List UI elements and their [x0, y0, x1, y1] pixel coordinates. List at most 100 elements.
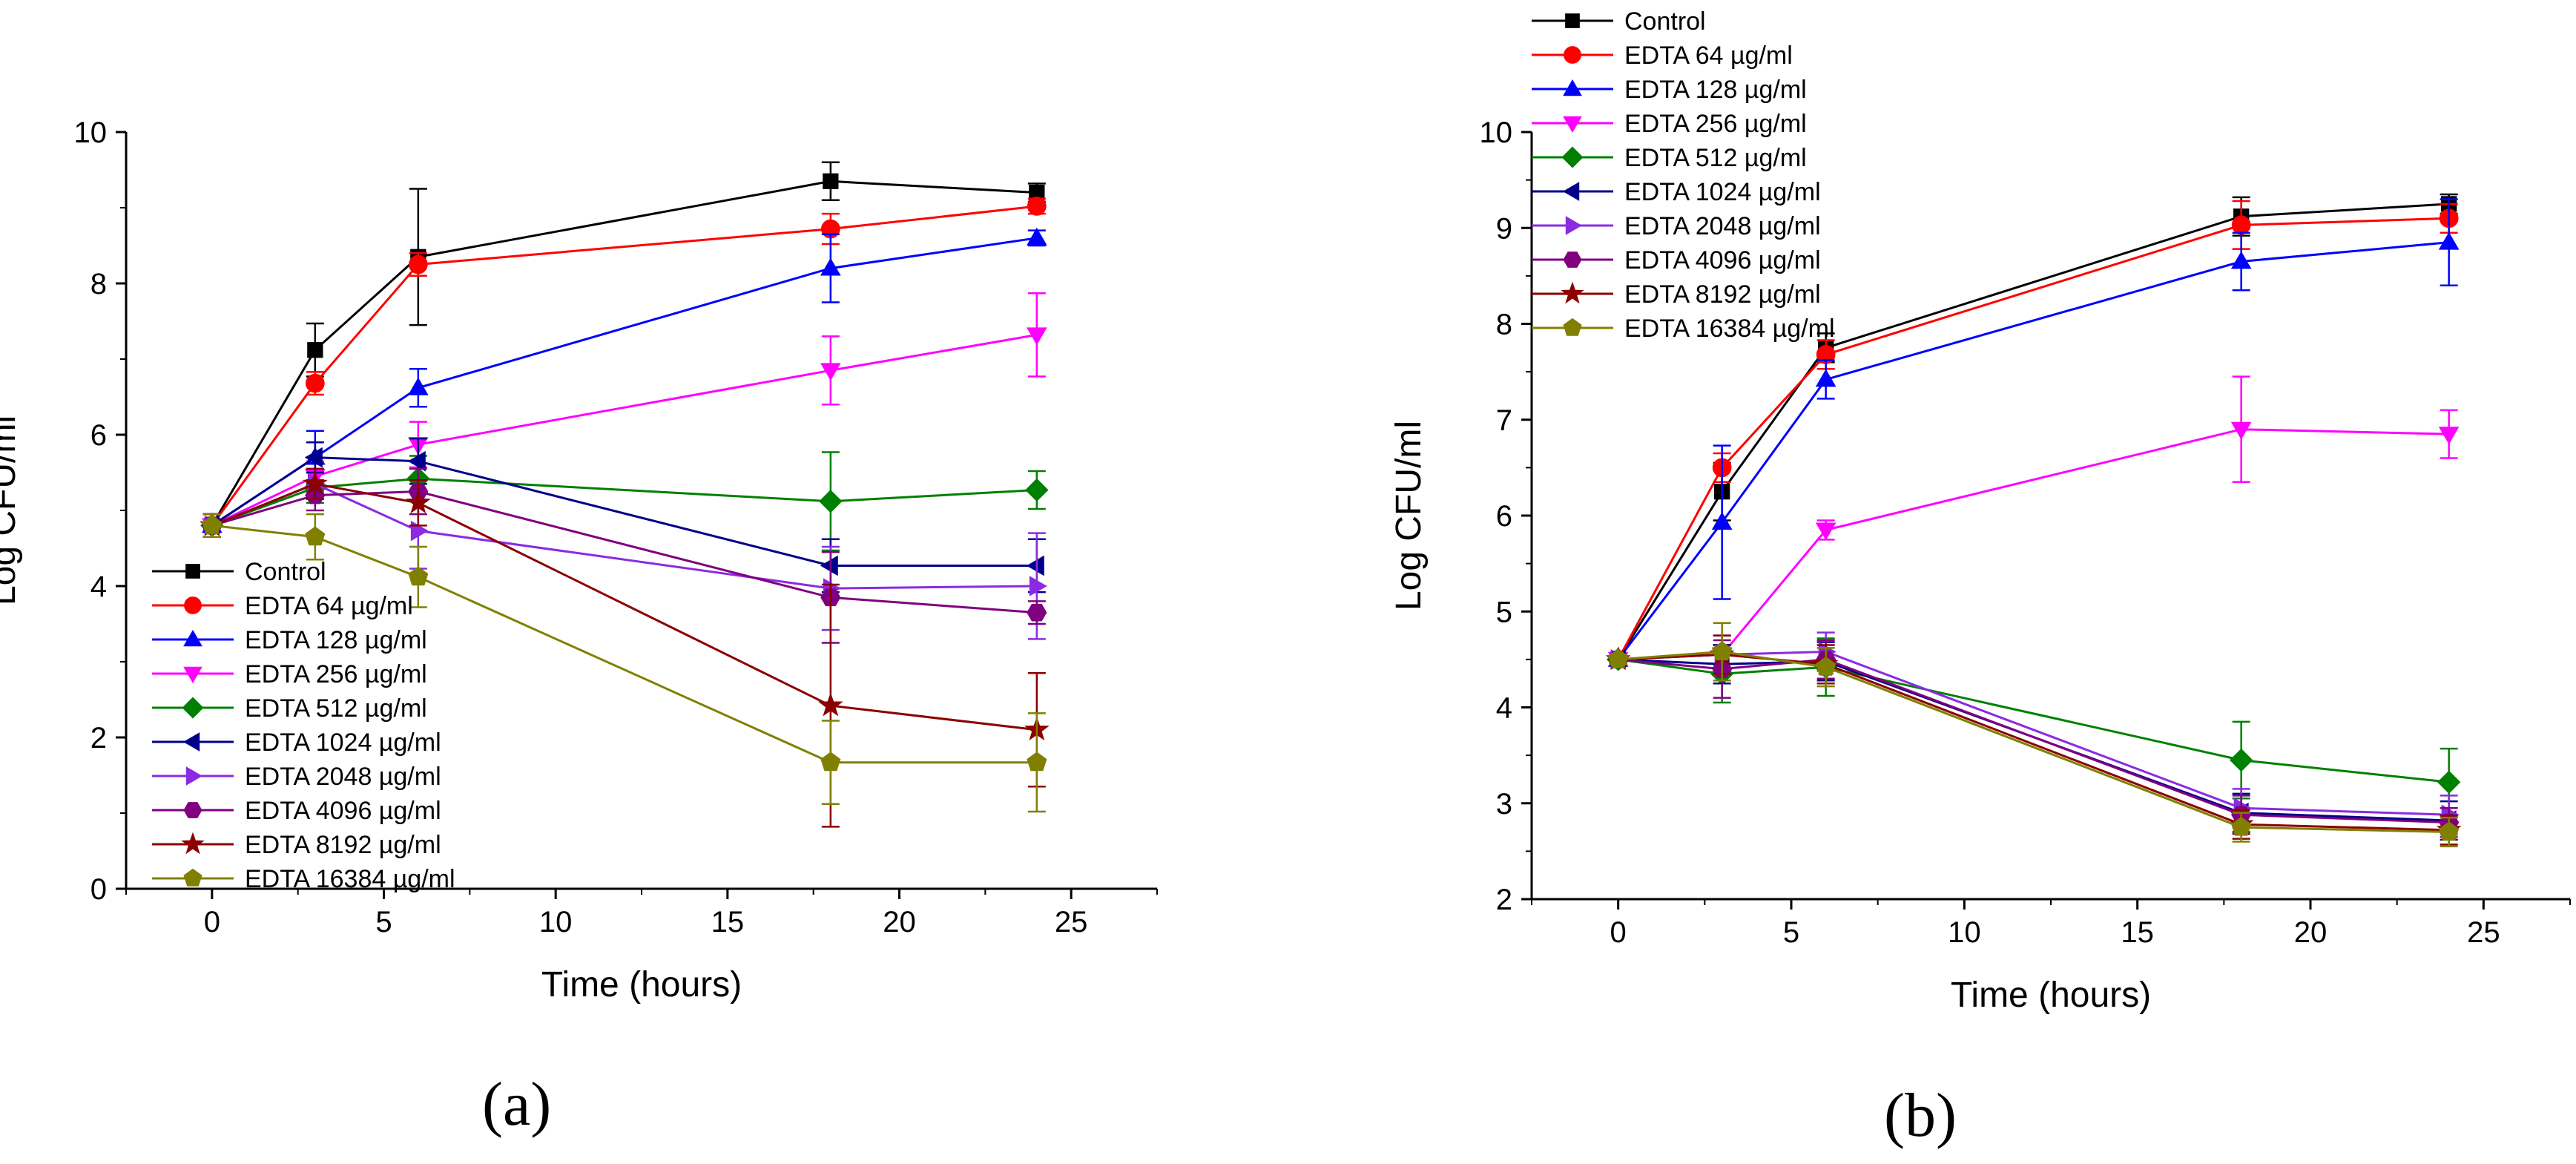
series-line	[1618, 658, 2449, 824]
data-point	[1815, 369, 1837, 387]
legend-marker	[1564, 46, 1581, 64]
legend-marker	[185, 564, 200, 579]
series-line	[211, 205, 1037, 527]
data-point	[820, 257, 841, 276]
data-point	[1815, 522, 1837, 541]
data-point	[408, 566, 429, 586]
legend-label: Control	[1624, 7, 1706, 36]
series-line	[1618, 658, 2449, 783]
data-point	[408, 377, 429, 395]
data-point	[405, 489, 431, 514]
legend-label: EDTA 8192 µg/ml	[1624, 280, 1821, 309]
legend-marker	[1563, 182, 1580, 201]
data-point	[410, 520, 429, 542]
x-tick-label: 0	[204, 906, 220, 938]
legend-label: EDTA 2048 µg/ml	[1624, 212, 1821, 240]
data-point	[1027, 327, 1047, 346]
data-point	[817, 692, 843, 717]
legend-label: EDTA 4096 µg/ml	[245, 797, 441, 825]
data-point	[2439, 821, 2460, 841]
series-line	[211, 237, 1038, 527]
series-4	[1607, 375, 2460, 670]
y-tick-label: 2	[90, 722, 107, 754]
series-5	[200, 451, 1049, 552]
legend-marker	[183, 802, 202, 818]
y-tick-label: 6	[1496, 500, 1512, 533]
series-line	[1618, 650, 2449, 816]
data-point	[1025, 478, 1049, 502]
x-tick-label: 10	[539, 906, 573, 938]
y-tick-label: 7	[1496, 404, 1512, 437]
legend-marker	[1565, 13, 1580, 28]
data-point	[1029, 576, 1047, 596]
series-line	[211, 477, 1037, 527]
legend-marker	[183, 732, 200, 752]
x-axis-title: Time (hours)	[541, 965, 742, 1004]
y-tick-label: 8	[1496, 309, 1512, 341]
legend-label: EDTA 16384 µg/ml	[1624, 315, 1835, 343]
y-tick-label: 0	[90, 873, 107, 906]
data-point	[408, 254, 428, 274]
x-tick-label: 15	[711, 906, 745, 938]
legend-marker	[183, 868, 202, 887]
data-point	[1026, 555, 1044, 576]
data-point	[2229, 748, 2253, 772]
data-point	[202, 515, 223, 534]
data-point	[820, 752, 841, 772]
data-point	[2231, 215, 2251, 235]
data-point	[819, 490, 843, 513]
x-tick-label: 25	[2467, 916, 2500, 949]
x-tick-label: 15	[2121, 916, 2154, 949]
series-line	[211, 180, 1037, 527]
y-tick-label: 10	[1480, 116, 1513, 149]
legend: Control EDTA 64 µg/ml EDTA 128 µg/ml EDTA 2…	[152, 558, 455, 893]
y-tick-label: 3	[1496, 788, 1512, 821]
series-line	[1618, 658, 2449, 822]
x-tick-label: 5	[375, 906, 392, 938]
y-tick-label: 6	[90, 419, 107, 452]
data-point	[304, 447, 323, 468]
chart-0: 0 2 4 6 8 10 0 5 10 15 20 25 Time (hours) Log CFU/ml C…	[0, 116, 1158, 1004]
data-point	[2230, 251, 2252, 269]
data-point	[1711, 511, 1733, 530]
legend-marker	[1561, 281, 1584, 304]
x-tick-label: 20	[2294, 916, 2328, 949]
legend-marker	[1563, 318, 1582, 336]
y-axis-title: Log CFU/ml	[1389, 421, 1429, 611]
data-point	[1027, 752, 1047, 772]
data-point	[307, 342, 323, 358]
legend-label: Control	[245, 558, 326, 586]
legend-label: EDTA 1024 µg/ml	[245, 729, 441, 757]
series-10	[1608, 622, 2460, 848]
legend-marker	[185, 766, 202, 786]
series-line	[211, 482, 1037, 590]
y-tick-label: 8	[90, 268, 107, 300]
legend-label: EDTA 128 µg/ml	[1624, 76, 1807, 104]
data-point	[302, 470, 328, 495]
data-point	[2438, 427, 2460, 445]
legend-marker	[1563, 251, 1582, 268]
series-line	[211, 456, 1037, 567]
data-point	[2231, 816, 2252, 836]
legend-marker	[183, 630, 202, 647]
data-point	[820, 363, 841, 381]
x-tick-label: 20	[883, 906, 916, 938]
legend-marker	[1563, 79, 1582, 96]
x-tick-label: 5	[1783, 916, 1799, 949]
panel-label-b: (b)	[1884, 1081, 1957, 1150]
data-point	[820, 555, 838, 576]
legend-label: EDTA 512 µg/ml	[1624, 144, 1807, 172]
legend-label: EDTA 512 µg/ml	[245, 694, 427, 723]
data-point	[407, 450, 426, 472]
x-axis-title: Time (hours)	[1951, 976, 2151, 1015]
data-point	[305, 373, 325, 393]
series-10	[202, 513, 1047, 813]
legend-label: EDTA 8192 µg/ml	[245, 831, 441, 859]
legend-label: EDTA 64 µg/ml	[1624, 42, 1793, 70]
legend-marker	[1561, 146, 1584, 168]
y-tick-label: 2	[1496, 884, 1512, 916]
data-point	[823, 173, 839, 189]
legend-marker	[182, 697, 204, 719]
data-point	[1608, 648, 1629, 668]
legend-marker	[184, 596, 202, 614]
